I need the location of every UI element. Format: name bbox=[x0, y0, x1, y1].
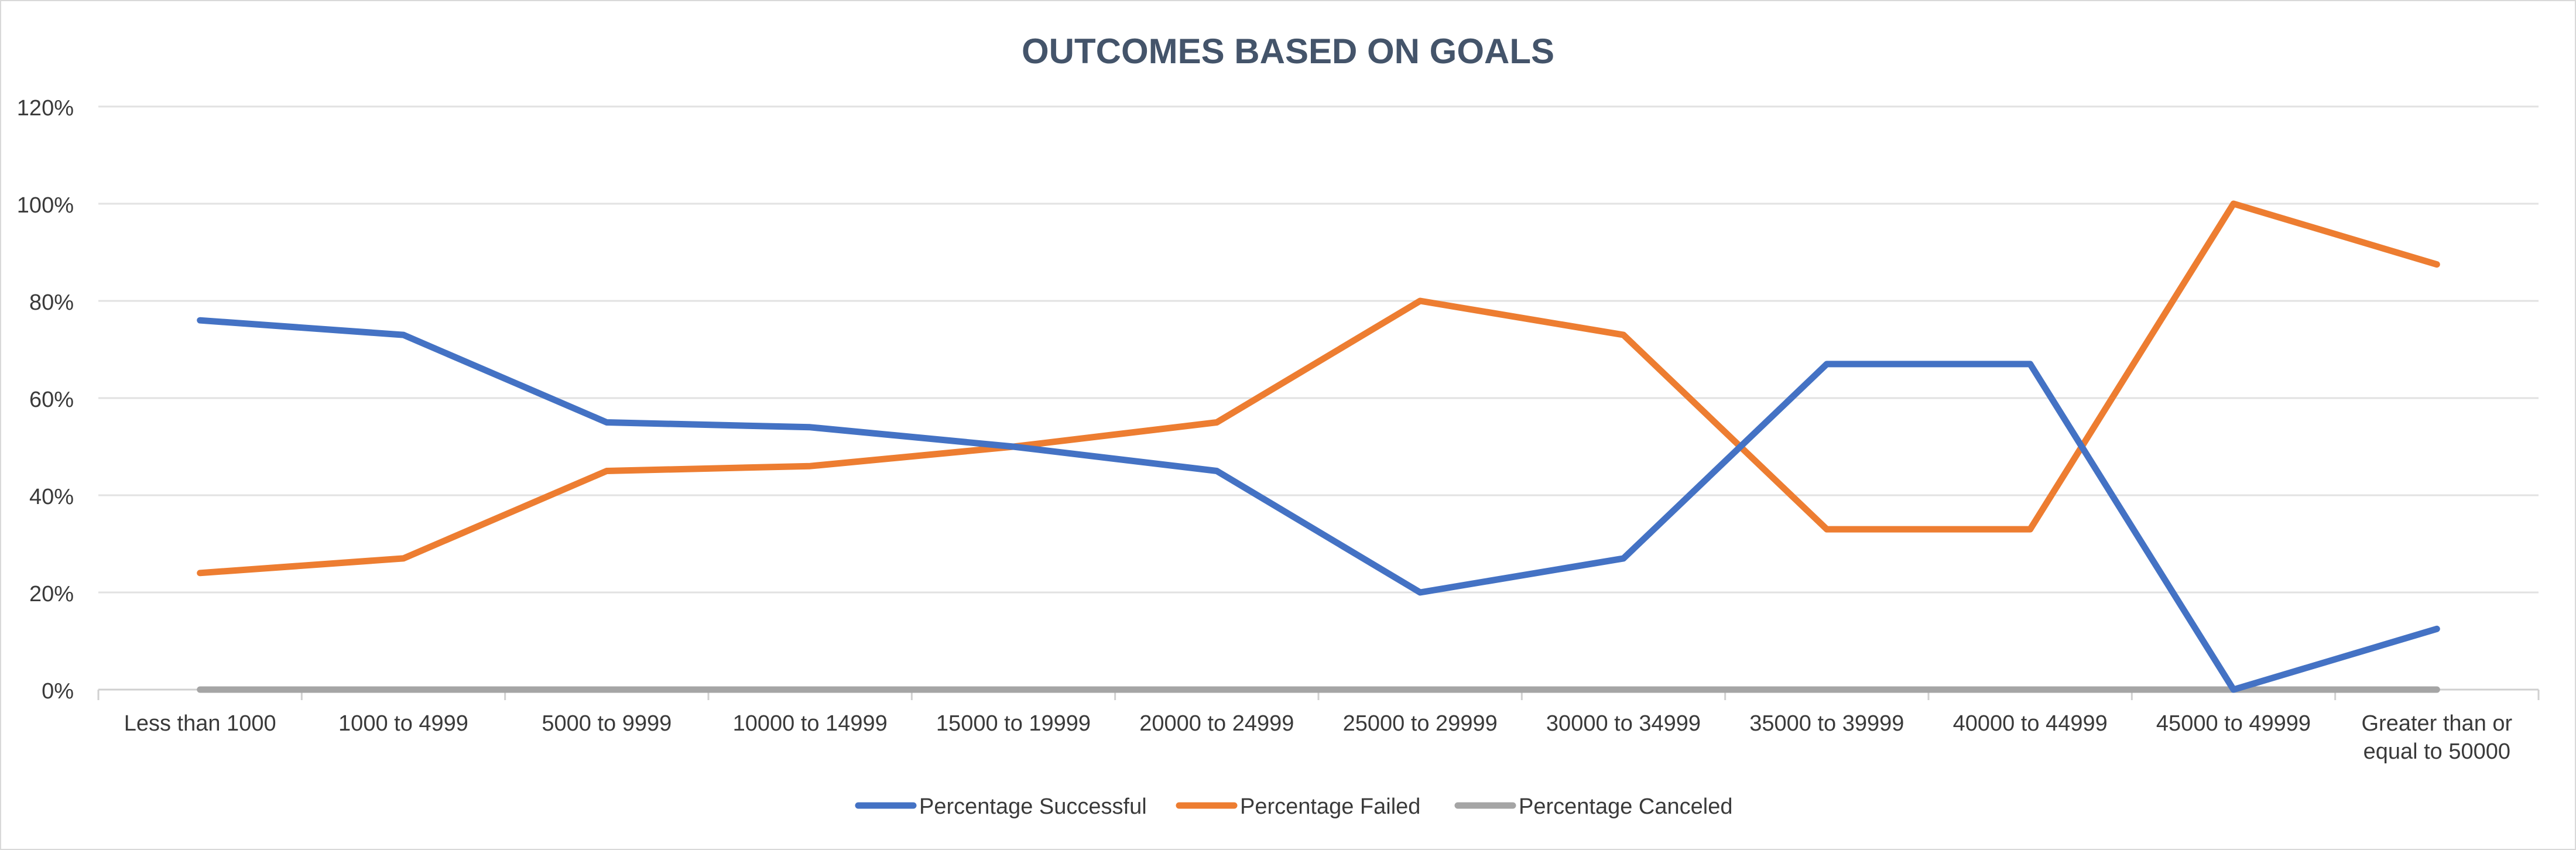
gridlines bbox=[98, 105, 2539, 594]
y-tick-label: 100% bbox=[17, 193, 74, 218]
x-tick-label: 15000 to 19999 bbox=[936, 711, 1091, 736]
x-tick-label: 40000 to 44999 bbox=[1953, 711, 2108, 736]
y-tick-label: 60% bbox=[29, 388, 74, 412]
x-tick-label: 20000 to 24999 bbox=[1139, 711, 1294, 736]
x-axis-ticks: Less than 1000 1000 to 4999 5000 to 9999 10… bbox=[124, 711, 2513, 764]
x-tick-label: Less than 1000 bbox=[124, 711, 276, 736]
chart-title: OUTCOMES BASED ON GOALS bbox=[1022, 32, 1554, 71]
y-tick-label: 80% bbox=[29, 290, 74, 315]
series-lines bbox=[197, 200, 2440, 693]
legend-label: Percentage Canceled bbox=[1519, 794, 1732, 819]
legend: Percentage Successful Percentage Failed Pe… bbox=[855, 794, 1732, 819]
legend-label: Percentage Successful bbox=[919, 794, 1147, 819]
y-tick-label: 0% bbox=[42, 679, 74, 704]
x-tick-label: 45000 to 49999 bbox=[2156, 711, 2311, 736]
y-tick-label: 120% bbox=[17, 96, 74, 121]
series-line-2 bbox=[197, 200, 2440, 577]
x-tick-label: 30000 to 34999 bbox=[1546, 711, 1701, 736]
y-axis-ticks: 0% 20% 40% 60% 80% 100% 120% bbox=[17, 96, 74, 704]
x-tick-label: Greater than or equal to 50000 bbox=[2361, 711, 2512, 764]
series-line-1 bbox=[197, 317, 2440, 693]
y-tick-label: 20% bbox=[29, 582, 74, 606]
x-tick-label: 10000 to 14999 bbox=[733, 711, 888, 736]
y-tick-label: 40% bbox=[29, 485, 74, 509]
x-tick-label: 35000 to 39999 bbox=[1749, 711, 1904, 736]
x-tick-label: 1000 to 4999 bbox=[338, 711, 468, 736]
x-tick-label: 5000 to 9999 bbox=[542, 711, 672, 736]
x-tick-label: 25000 to 29999 bbox=[1343, 711, 1498, 736]
legend-label: Percentage Failed bbox=[1240, 794, 1420, 819]
